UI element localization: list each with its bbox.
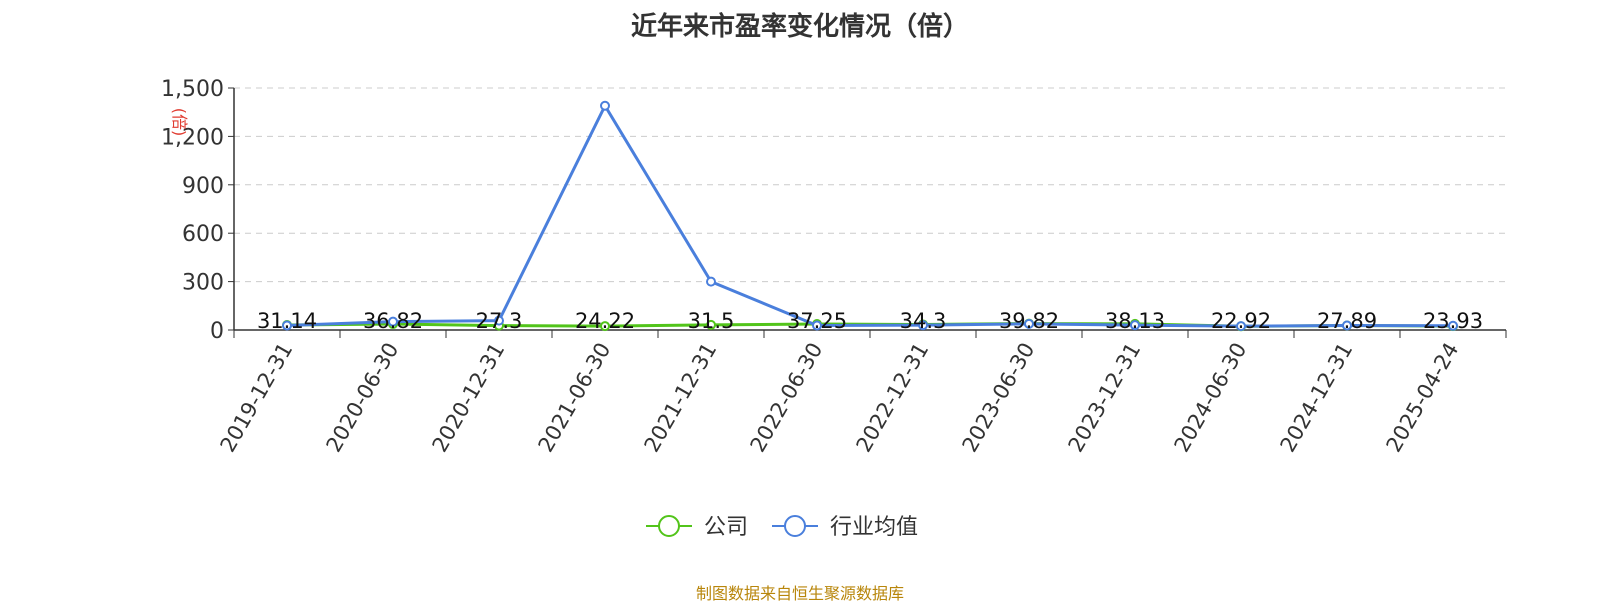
data-label: 24.22 [575,309,635,333]
legend-marker-company [658,515,680,537]
industry-point [494,315,504,326]
industry-point [918,320,928,331]
industry-point [282,320,292,331]
data-label: 36.82 [363,309,423,333]
data-label: 27.3 [476,309,523,333]
data-source-note: 制图数据来自恒生聚源数据库 [695,584,904,603]
data-label: 27.89 [1317,309,1377,333]
industry-point [1342,320,1352,331]
industry-point [1024,318,1034,329]
chart-title: 近年来市盈率变化情况（倍） [630,12,969,42]
series-line-industry [286,104,1454,328]
y-tick-label: 1,500 [161,77,224,102]
x-tick-label: 2020-06-30 [322,339,404,457]
industry-point [706,276,716,287]
data-label: 22.92 [1211,309,1271,333]
industry-point [388,316,398,327]
x-tick-label: 2022-12-31 [852,339,934,457]
x-tick-label: 2019-12-31 [216,339,298,457]
y-tick-label: 0 [210,319,224,344]
data-label: 31.5 [688,309,735,333]
company-point [600,321,610,332]
x-tick-label: 2024-06-30 [1170,339,1252,457]
x-tick-label: 2022-06-30 [746,339,828,457]
x-tick-label: 2021-12-31 [640,339,722,457]
legend-marker-industry [784,515,806,537]
x-tick-label: 2024-12-31 [1276,339,1358,457]
data-label: 34.3 [900,309,947,333]
industry-point [1130,320,1140,331]
x-tick-label: 2020-12-31 [428,339,510,457]
data-label: 38.13 [1105,309,1165,333]
industry-point [812,320,822,331]
legend-label-company: 公司 [704,515,748,540]
y-tick-label: 600 [182,222,224,247]
y-tick-label: 300 [182,271,224,296]
y-tick-label: 900 [182,174,224,199]
x-tick-label: 2025-04-24 [1382,339,1464,457]
data-label: 23.93 [1423,309,1483,333]
data-label: 39.82 [999,309,1059,333]
y-axis-unit: (倍) [170,108,189,137]
y-tick-label: 1,200 [161,125,224,150]
company-point [706,319,716,330]
x-tick-label: 2023-06-30 [958,339,1040,457]
industry-point [600,100,610,111]
industry-point [1448,320,1458,331]
x-tick-label: 2023-12-31 [1064,339,1146,457]
x-tick-label: 2021-06-30 [534,339,616,457]
data-label: 31.14 [257,309,317,333]
legend-label-industry: 行业均值 [830,515,918,540]
industry-point [1236,321,1246,332]
data-label: 37.25 [787,309,847,333]
